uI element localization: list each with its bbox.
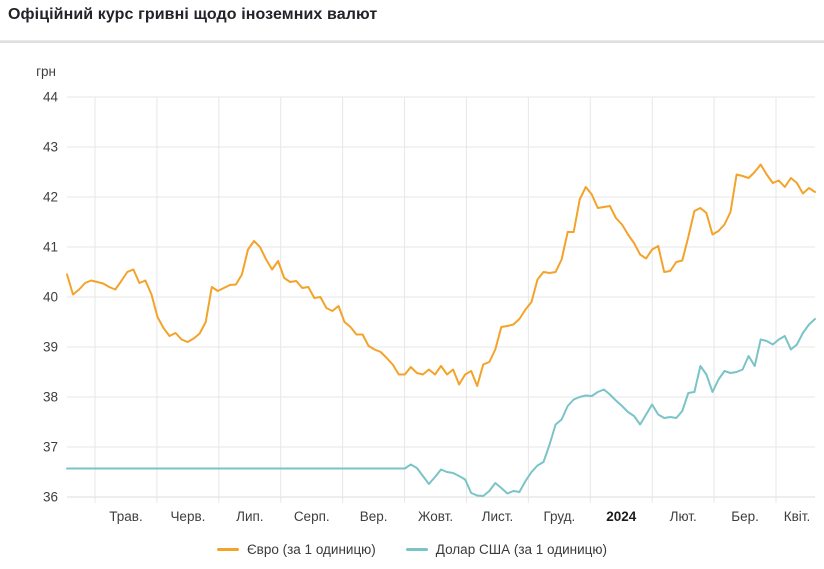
y-tick-label: 44	[43, 90, 59, 105]
x-tick-label: Квіт.	[784, 509, 810, 524]
y-axis-unit-label: грн	[36, 64, 56, 79]
x-tick-label: Вер.	[360, 509, 388, 524]
x-tick-label: Груд.	[543, 509, 575, 524]
legend-item-usd[interactable]: Долар США (за 1 одиницю)	[405, 541, 608, 557]
chart-legend: Євро (за 1 одиницю) Долар США (за 1 один…	[0, 534, 824, 564]
x-tick-label: Бер.	[731, 509, 759, 524]
x-tick-label: Серп.	[294, 509, 330, 524]
y-tick-label: 40	[43, 290, 58, 305]
x-tick-label: Лют.	[670, 509, 697, 524]
y-tick-label: 37	[43, 440, 58, 455]
legend-label-euro: Євро (за 1 одиницю)	[246, 541, 376, 557]
legend-label-usd: Долар США (за 1 одиницю)	[435, 541, 608, 557]
legend-item-euro[interactable]: Євро (за 1 одиницю)	[216, 541, 376, 557]
y-tick-label: 36	[43, 490, 58, 505]
y-tick-label: 38	[43, 390, 58, 405]
x-tick-label: Лип.	[236, 509, 263, 524]
usd-series-line	[66, 318, 816, 497]
euro-line-swatch	[216, 547, 239, 551]
header-divider	[0, 40, 824, 43]
x-tick-label: Трав.	[109, 509, 142, 524]
x-tick-label: 2024	[606, 509, 637, 524]
x-tick-label: Лист.	[482, 509, 514, 524]
y-tick-label: 42	[43, 190, 58, 205]
y-tick-label: 41	[43, 240, 58, 255]
x-tick-label: Жовт.	[418, 509, 453, 524]
x-tick-label: Черв.	[170, 509, 205, 524]
page-title: Офіційний курс гривні щодо іноземних вал…	[8, 6, 378, 23]
y-tick-label: 39	[43, 340, 58, 355]
y-tick-label: 43	[43, 140, 58, 155]
euro-series-line	[66, 163, 816, 387]
usd-line-swatch	[405, 547, 428, 551]
